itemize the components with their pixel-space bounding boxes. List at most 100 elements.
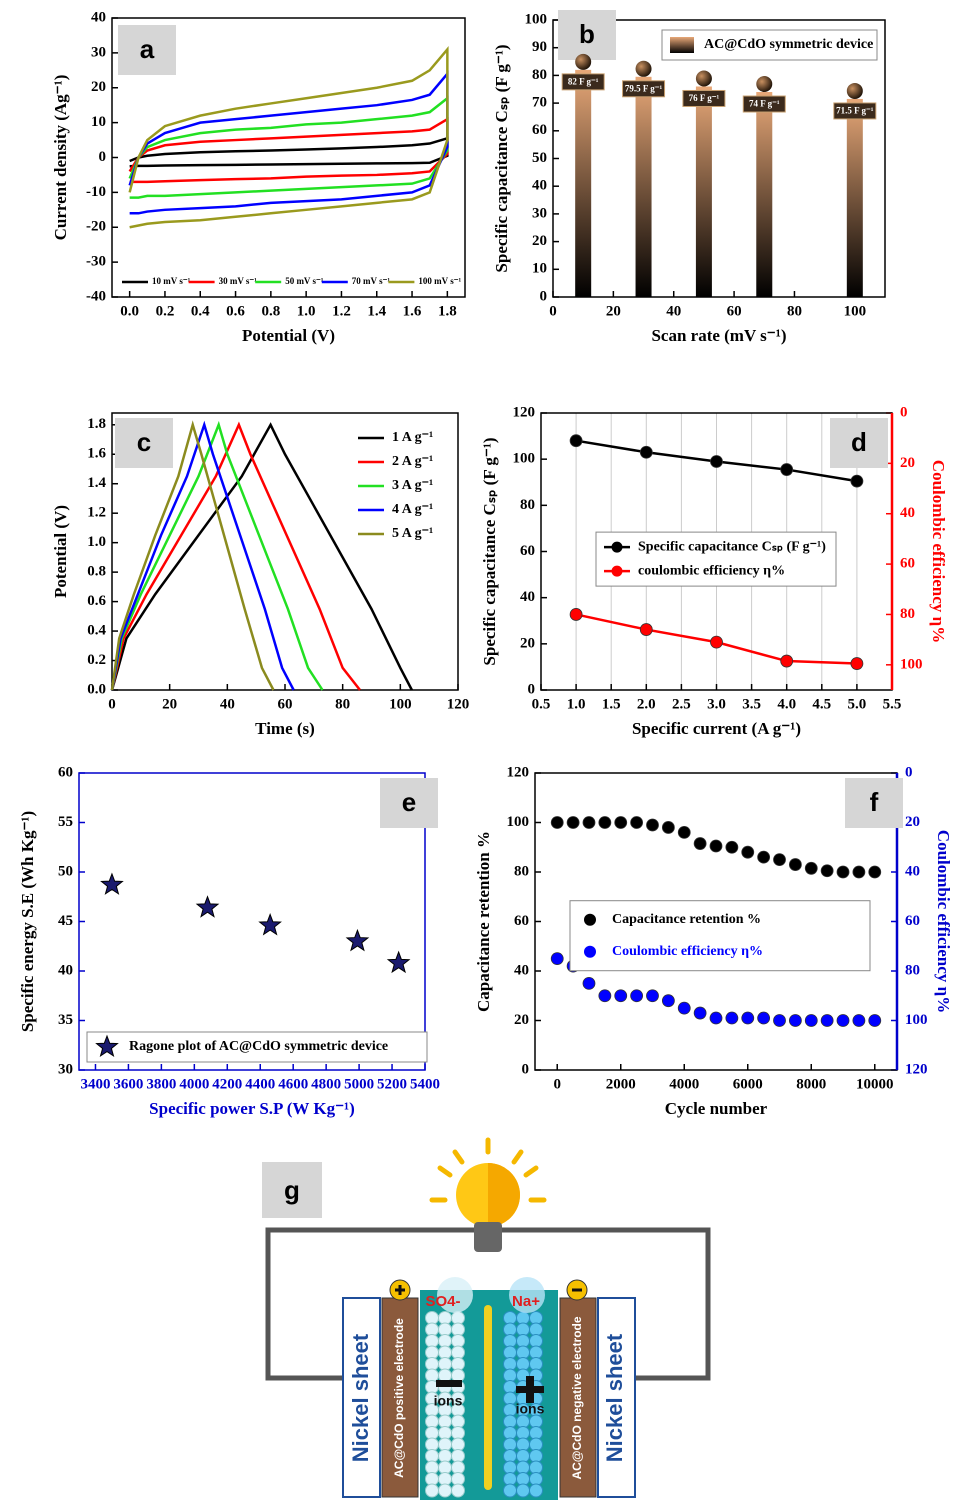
- x-axis-label: Specific power S.P (W Kg⁻¹): [149, 1099, 355, 1118]
- data-point: [788, 1014, 802, 1027]
- y-tick-label: -40: [86, 288, 106, 304]
- y-tick-label: 40: [514, 962, 529, 978]
- bar-cap: [635, 60, 652, 77]
- data-point: [757, 1011, 771, 1025]
- x-tick-label: 5400: [410, 1076, 440, 1092]
- y-tick-label: 40: [532, 178, 547, 194]
- x-tick-label: 1.4: [367, 303, 386, 319]
- data-point: [582, 976, 596, 990]
- label-box: [558, 10, 616, 60]
- data-point: [582, 816, 596, 829]
- label-box: [118, 25, 176, 75]
- separator: [484, 1305, 492, 1490]
- y-tick-label: 45: [58, 913, 73, 929]
- chart-panel: 0.0 0.2 0.4 0.6 0.8 1.0 1.2 1.4 1.6 1.8 -40 -30 -20 -…: [51, 9, 466, 345]
- data-point: [100, 872, 124, 895]
- x-tick-label: 5000: [344, 1076, 374, 1092]
- plot-frame: [78, 772, 426, 1071]
- x-tick-label: 5.0: [848, 696, 867, 712]
- x-tick-label: 4400: [245, 1076, 275, 1092]
- y2-tick-label: 100: [900, 656, 923, 672]
- y-tick-label: -20: [86, 219, 106, 235]
- legend-marker: [95, 1034, 119, 1058]
- data-point: [345, 928, 370, 952]
- x-tick-label: 20: [162, 696, 177, 712]
- y-tick-label: 20: [91, 79, 106, 95]
- chart-panel: 0.5 1.0 1.5 2.0 2.5 3.0 3.5 4.0 4.5 5.0 5.5 0 20 40 60…: [480, 404, 948, 737]
- x-tick-label: 40: [666, 303, 681, 319]
- y-tick-label: 100: [507, 814, 530, 830]
- data-point: [773, 853, 786, 867]
- x-tick-label: 3600: [113, 1076, 143, 1092]
- value-label: 79.5 F g⁻¹: [625, 83, 663, 93]
- electrode: [559, 1297, 597, 1498]
- data-point: [820, 1014, 834, 1027]
- y2-tick-label: 80: [905, 962, 920, 978]
- data-point: [614, 989, 628, 1003]
- ion: [503, 1483, 517, 1498]
- y-tick-label: 0.4: [87, 623, 106, 639]
- legend-frame: [595, 531, 837, 587]
- x-tick-label: 0.6: [226, 303, 245, 319]
- y-tick-label: 10: [532, 261, 547, 277]
- x-tick-label: 4.0: [777, 696, 796, 712]
- x-tick-label: 60: [727, 303, 742, 319]
- y2-tick-label: 120: [905, 1061, 928, 1077]
- series-line: [129, 136, 449, 168]
- y-tick-label: 1.6: [87, 446, 106, 462]
- legend-label: 3 A g⁻¹: [392, 478, 433, 493]
- legend-frame: [86, 1031, 428, 1063]
- y-tick-label: 20: [532, 233, 547, 249]
- data-point: [850, 474, 864, 488]
- y2-tick-label: 40: [905, 863, 920, 879]
- legend-frame: [661, 29, 878, 61]
- data-point: [741, 845, 755, 859]
- panel-label: c: [137, 427, 151, 457]
- plot-frame: [111, 412, 459, 691]
- value-label-box: [682, 89, 726, 107]
- y2-tick-label: 100: [905, 1012, 928, 1028]
- x-tick-label: 1.8: [438, 303, 457, 319]
- bulb: [429, 1137, 547, 1252]
- series-line: [128, 45, 449, 229]
- bar: [635, 76, 652, 297]
- data-point: [804, 861, 818, 875]
- sheet-label: Nickel sheet: [602, 1333, 627, 1462]
- data-point: [661, 994, 675, 1008]
- y-tick-label: 90: [532, 39, 547, 55]
- y-tick-label: 120: [513, 404, 536, 420]
- y2-tick-label: 60: [900, 556, 915, 572]
- y-tick-label: 35: [58, 1012, 73, 1028]
- y-tick-label: 100: [513, 451, 536, 467]
- y-tick-label: 55: [58, 814, 73, 830]
- y-tick-label: 40: [91, 9, 106, 25]
- legend-marker: [611, 541, 623, 553]
- legend-label: Specific capacitance Cₛₚ (F g⁻¹): [638, 539, 826, 554]
- legend-marker: [584, 945, 596, 958]
- bar-cap: [575, 53, 592, 70]
- data-point: [661, 821, 675, 834]
- data-point: [836, 1014, 850, 1027]
- y-tick-label: 80: [532, 67, 547, 83]
- cation-label: Na+: [512, 1293, 540, 1310]
- x-tick-label: 2.0: [637, 696, 656, 712]
- x-tick-label: 20: [606, 303, 621, 319]
- data-point: [550, 952, 564, 966]
- ion: [438, 1483, 452, 1498]
- legend-label: 4 A g⁻¹: [392, 502, 433, 517]
- x-tick-label: 5.5: [883, 696, 902, 712]
- panel-label: g: [284, 1175, 300, 1205]
- data-point: [850, 657, 864, 670]
- x-tick-label: 0.4: [191, 303, 210, 319]
- x-tick-label: 0.2: [156, 303, 175, 319]
- data-point: [630, 989, 644, 1003]
- x-axis-label: Specific current (A g⁻¹): [632, 719, 801, 738]
- y2-tick-label: 0: [900, 404, 908, 420]
- x-tick-label: 100: [389, 696, 412, 712]
- y-tick-label: 40: [520, 589, 535, 605]
- data-point: [258, 913, 282, 936]
- x-tick-label: 4.5: [812, 696, 831, 712]
- x-tick-label: 0: [108, 696, 116, 712]
- data-point: [725, 840, 739, 854]
- data-point: [386, 950, 411, 974]
